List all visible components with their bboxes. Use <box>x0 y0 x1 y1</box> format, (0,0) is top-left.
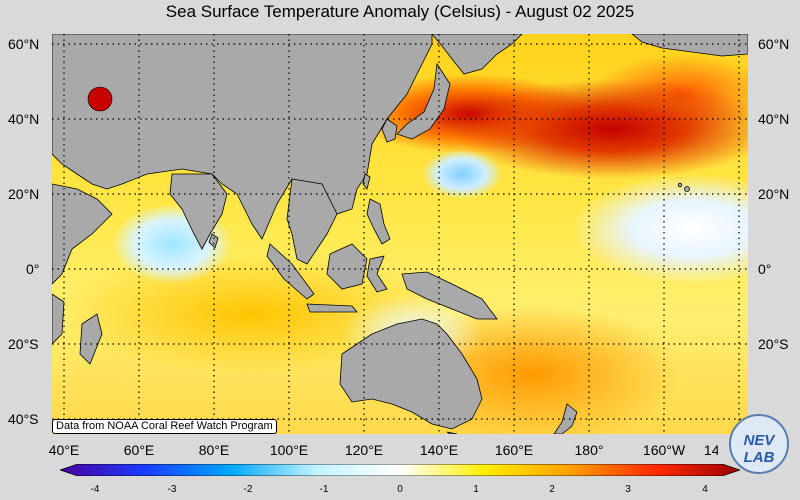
lon-label: 120°E <box>344 442 384 458</box>
colorbar-tick: 0 <box>397 484 403 495</box>
lat-label-right: 40°N <box>758 111 790 127</box>
land-java <box>306 303 358 313</box>
lon-label: 100°E <box>269 442 309 458</box>
lat-label-right: 20°S <box>758 336 789 352</box>
colorbar-tick: -2 <box>243 484 253 495</box>
land-asia <box>52 34 433 240</box>
land-australia <box>339 318 483 430</box>
graticule <box>52 34 748 434</box>
lon-label: 40°E <box>48 442 80 458</box>
lat-label-right: 0° <box>758 261 772 277</box>
colorbar-tick: -1 <box>319 484 329 495</box>
lat-label-left: 40°S <box>8 411 39 427</box>
land-japan <box>396 62 451 140</box>
lon-label: 180° <box>574 442 604 458</box>
land-hawaii <box>684 186 690 192</box>
land-kamchatka <box>431 34 523 75</box>
data-credit: Data from NOAA Coral Reef Watch Program <box>52 419 277 434</box>
lat-label-left: 0° <box>26 261 40 277</box>
land-tasmania <box>446 431 458 434</box>
land-taiwan <box>362 173 371 190</box>
land-madagascar <box>79 313 103 365</box>
sst-anomaly-map <box>52 34 748 434</box>
land-new-guinea <box>401 271 498 320</box>
colorbar-tick: -3 <box>167 484 177 495</box>
colorbar-tick: -4 <box>90 484 100 495</box>
lat-label-left: 60°N <box>8 36 40 52</box>
lat-label-right: 20°N <box>758 186 790 202</box>
colorbar-tick: 1 <box>473 484 479 495</box>
map-overlay <box>52 34 748 434</box>
lon-label: 140°E <box>419 442 459 458</box>
land-sumatra <box>266 243 315 300</box>
lat-label-right: 60°N <box>758 36 790 52</box>
land-india <box>169 173 228 250</box>
lat-label-left: 40°N <box>8 111 40 127</box>
caspian-sea <box>87 86 113 112</box>
colorbar <box>58 463 742 477</box>
colorbar-tick: 2 <box>549 484 555 495</box>
land-borneo <box>326 243 368 290</box>
colorbar-graphic <box>58 463 742 477</box>
lat-label-left: 20°S <box>8 336 39 352</box>
land-hawaii-2 <box>677 182 683 188</box>
lon-label: 160°W <box>642 442 686 458</box>
land-korea <box>381 118 398 143</box>
land-new-zealand <box>553 403 578 434</box>
nev-lab-logo: NEV LAB <box>729 414 789 474</box>
land-philippines <box>366 198 391 245</box>
land-sri-lanka <box>208 233 219 249</box>
colorbar-tick: 3 <box>625 484 631 495</box>
map-title: Sea Surface Temperature Anomaly (Celsius… <box>165 2 635 21</box>
lon-label: 140°W <box>703 442 747 458</box>
land-africa-south <box>52 293 65 345</box>
lon-label: 60°E <box>123 442 155 458</box>
land-africa <box>52 183 113 285</box>
logo-text: NEV LAB <box>743 432 775 466</box>
colorbar-tick: 4 <box>702 484 708 495</box>
lon-label: 160°E <box>494 442 534 458</box>
lat-label-left: 20°N <box>8 186 40 202</box>
land-alaska <box>631 34 748 57</box>
land-sulawesi <box>366 255 388 293</box>
lon-label: 80°E <box>198 442 230 458</box>
